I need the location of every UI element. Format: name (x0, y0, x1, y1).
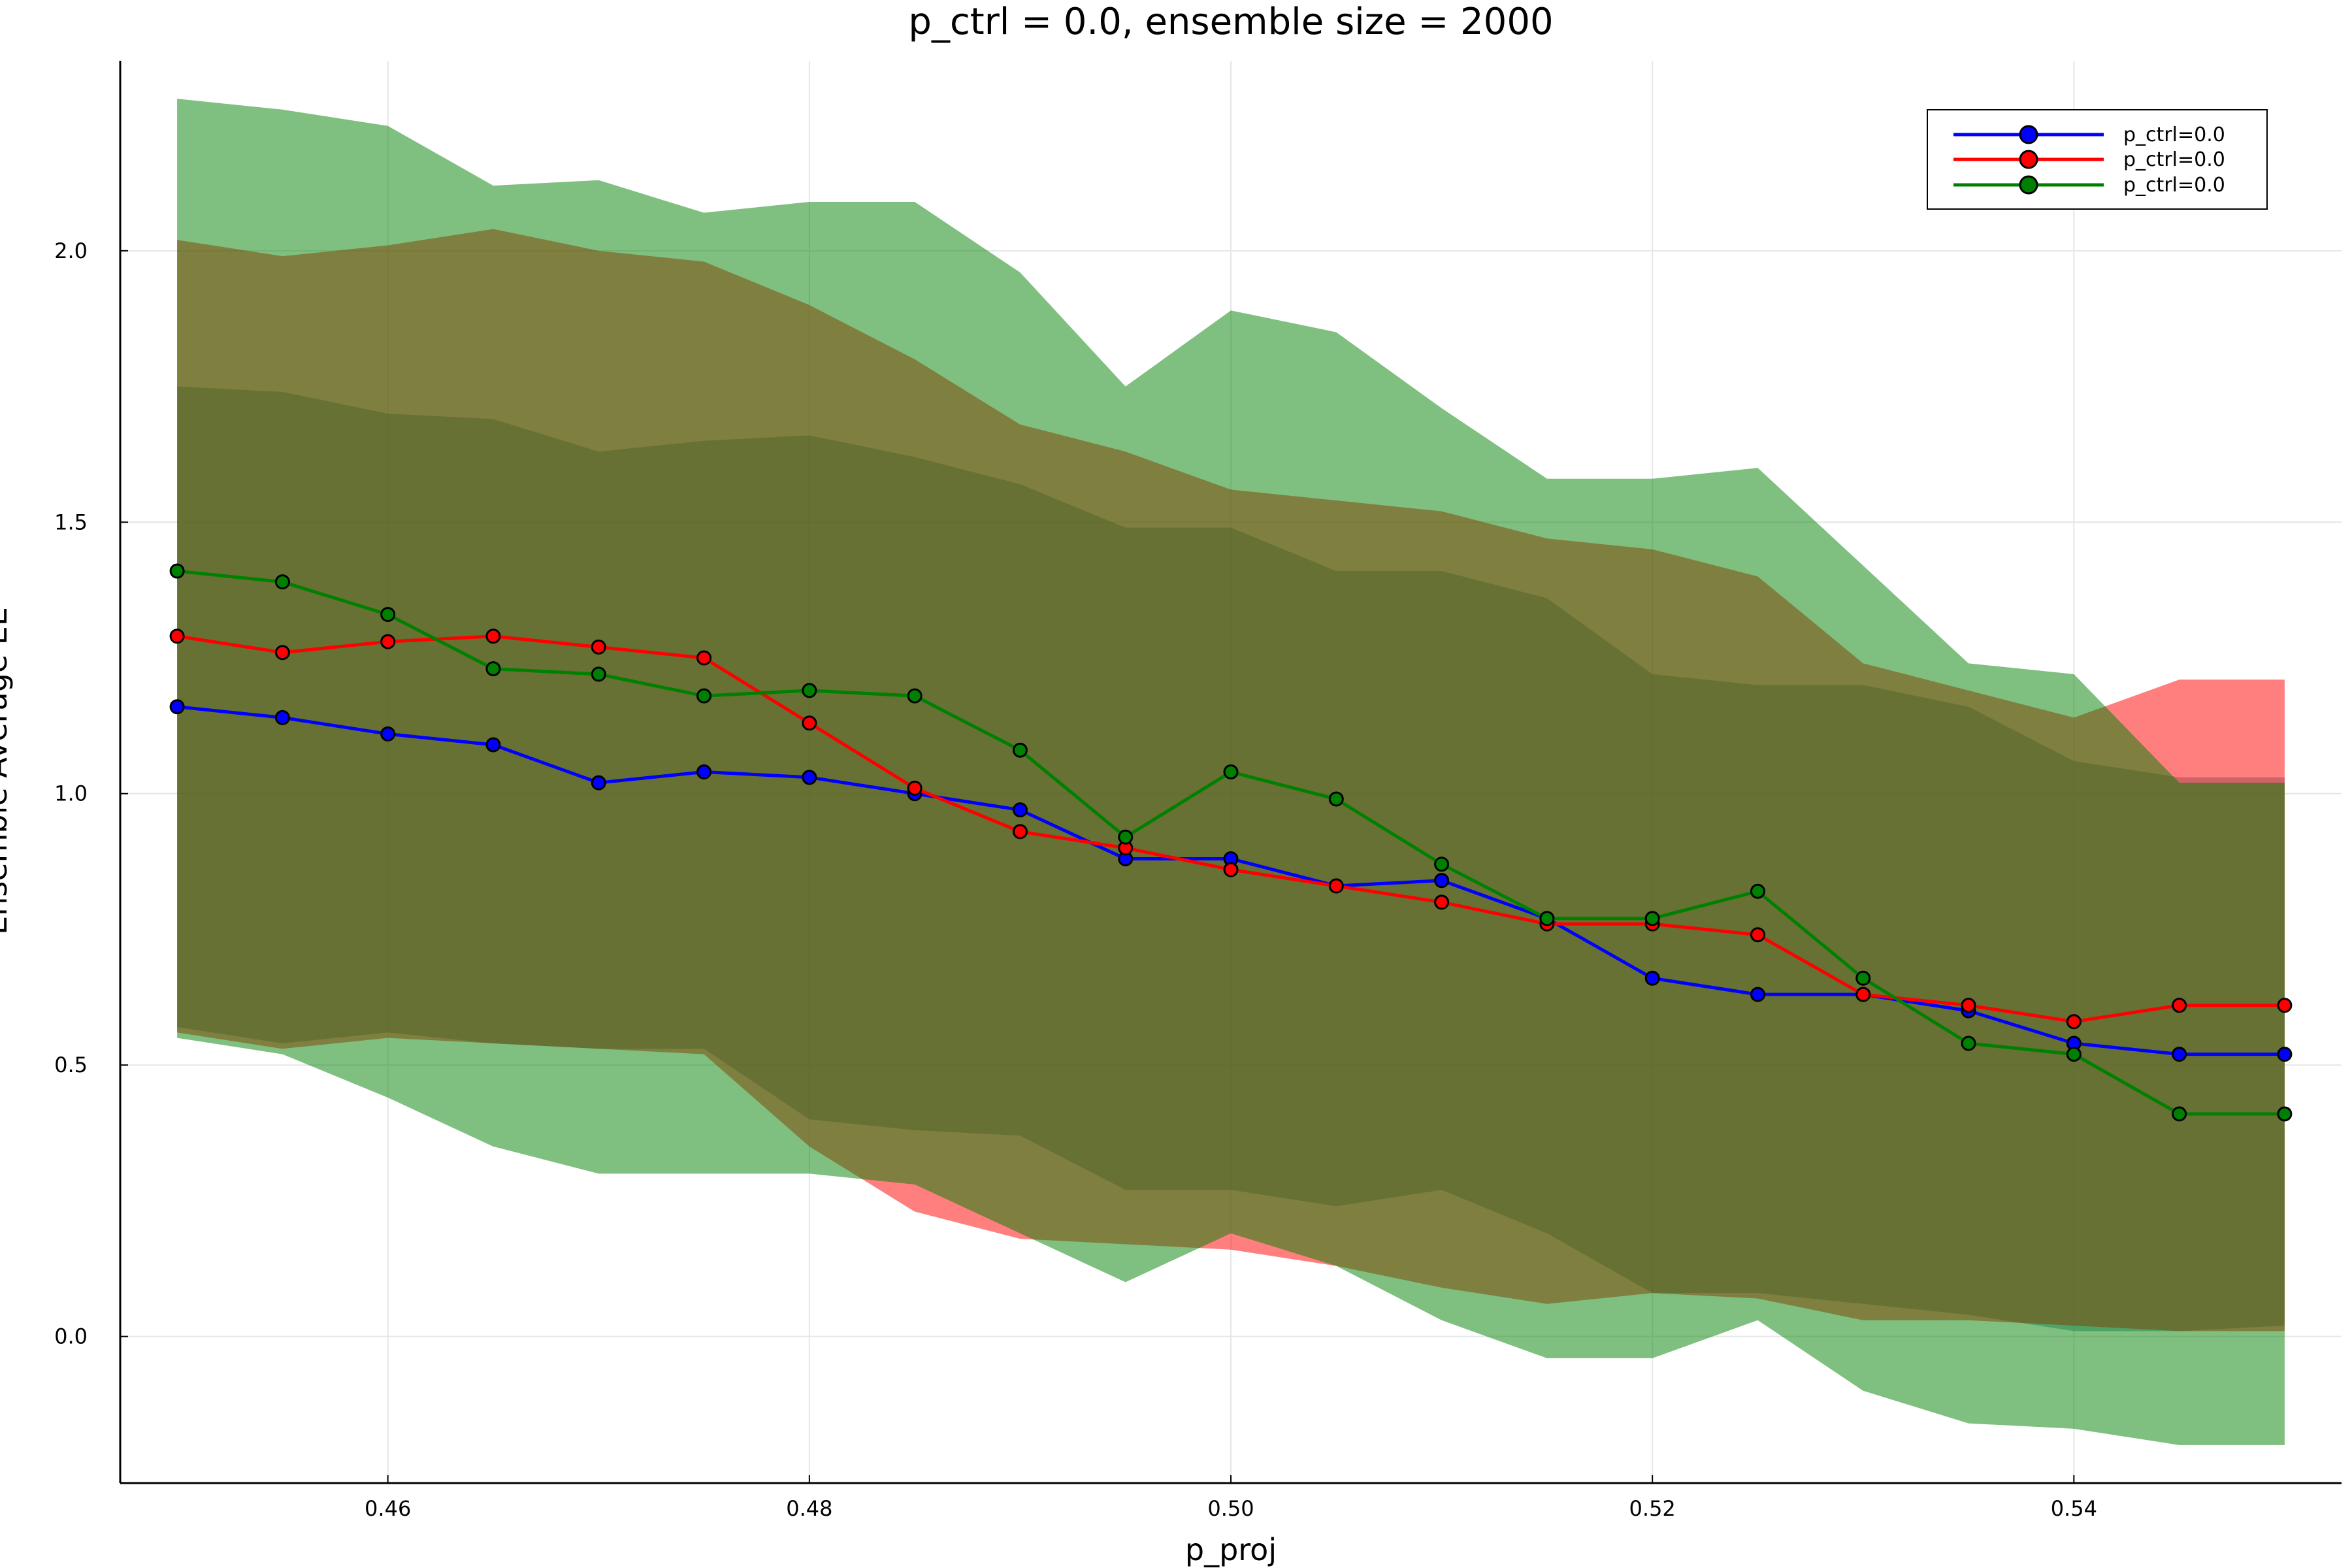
x-tick-label: 0.46 (365, 1496, 411, 1521)
point-series-3 (2277, 1106, 2293, 1122)
point-series-3 (1644, 911, 1660, 926)
point-series-2 (907, 780, 923, 796)
point-series-2 (591, 639, 606, 655)
legend-marker-1 (2019, 125, 2038, 144)
y-tick-label: 0.0 (54, 1324, 88, 1349)
point-series-2 (169, 629, 185, 644)
legend: p_ctrl=0.0 p_ctrl=0.0 p_ctrl=0.0 (1927, 109, 2268, 210)
point-series-3 (1328, 791, 1344, 807)
point-series-3 (1223, 764, 1239, 779)
point-series-3 (2172, 1106, 2187, 1122)
y-axis-label: Ensemble Average EE (0, 607, 14, 935)
point-series-1 (2172, 1047, 2187, 1062)
legend-label-2: p_ctrl=0.0 (2123, 148, 2225, 171)
point-series-3 (1855, 970, 1871, 986)
point-series-3 (1434, 857, 1450, 872)
point-series-3 (802, 683, 817, 698)
legend-marker-3 (2019, 175, 2038, 195)
point-series-2 (274, 645, 290, 661)
x-ticks: 0.46 0.48 0.50 0.52 0.54 (365, 1475, 2097, 1521)
x-tick-label: 0.52 (1629, 1496, 1676, 1521)
point-series-1 (1644, 970, 1660, 986)
point-series-2 (485, 629, 501, 644)
x-tick-label: 0.50 (1207, 1496, 1254, 1521)
chart-title: p_ctrl = 0.0, ensemble size = 2000 (908, 1, 1553, 43)
point-series-3 (1750, 883, 1765, 899)
point-series-1 (591, 775, 606, 791)
point-series-1 (696, 764, 712, 779)
point-series-1 (1012, 802, 1028, 818)
point-series-2 (1961, 998, 1976, 1013)
point-series-1 (380, 726, 396, 742)
point-series-3 (380, 607, 396, 623)
point-series-3 (2066, 1047, 2082, 1062)
point-series-1 (169, 699, 185, 715)
point-series-2 (1012, 824, 1028, 840)
point-series-2 (1223, 862, 1239, 877)
series-3 (169, 563, 2293, 1122)
point-series-1 (802, 770, 817, 785)
point-series-2 (2066, 1014, 2082, 1030)
point-series-2 (1434, 894, 1450, 910)
point-series-1 (1434, 873, 1450, 889)
y-ticks: 0.0 0.5 1.0 1.5 2.0 (54, 238, 128, 1349)
y-tick-label: 0.5 (54, 1053, 88, 1077)
point-series-3 (1539, 911, 1555, 926)
point-series-2 (380, 634, 396, 649)
point-series-2 (1855, 987, 1871, 1002)
point-series-3 (485, 661, 501, 677)
point-series-1 (2277, 1047, 2293, 1062)
legend-label-3: p_ctrl=0.0 (2123, 174, 2225, 197)
point-series-3 (907, 688, 923, 704)
point-series-3 (169, 563, 185, 579)
point-series-2 (1750, 927, 1765, 943)
point-series-3 (1118, 829, 1134, 845)
y-tick-label: 1.0 (54, 781, 88, 806)
point-series-2 (1328, 878, 1344, 894)
x-axis-label: p_proj (1185, 1532, 1277, 1567)
x-tick-label: 0.48 (786, 1496, 832, 1521)
point-series-3 (696, 688, 712, 704)
y-tick-label: 1.5 (54, 510, 88, 534)
point-series-3 (274, 574, 290, 590)
point-series-3 (1961, 1036, 1976, 1051)
point-series-1 (485, 737, 501, 753)
x-tick-label: 0.54 (2051, 1496, 2097, 1521)
point-series-2 (802, 715, 817, 731)
point-series-3 (1012, 742, 1028, 758)
point-series-2 (2172, 998, 2187, 1013)
point-series-2 (2277, 998, 2293, 1013)
legend-marker-2 (2019, 150, 2038, 169)
point-series-2 (696, 650, 712, 666)
legend-label-1: p_ctrl=0.0 (2123, 123, 2225, 146)
series-lines (169, 563, 2293, 1122)
series-2 (169, 629, 2293, 1030)
point-series-1 (1750, 987, 1765, 1002)
y-tick-label: 2.0 (54, 238, 88, 263)
point-series-1 (274, 710, 290, 725)
point-series-3 (591, 666, 606, 682)
